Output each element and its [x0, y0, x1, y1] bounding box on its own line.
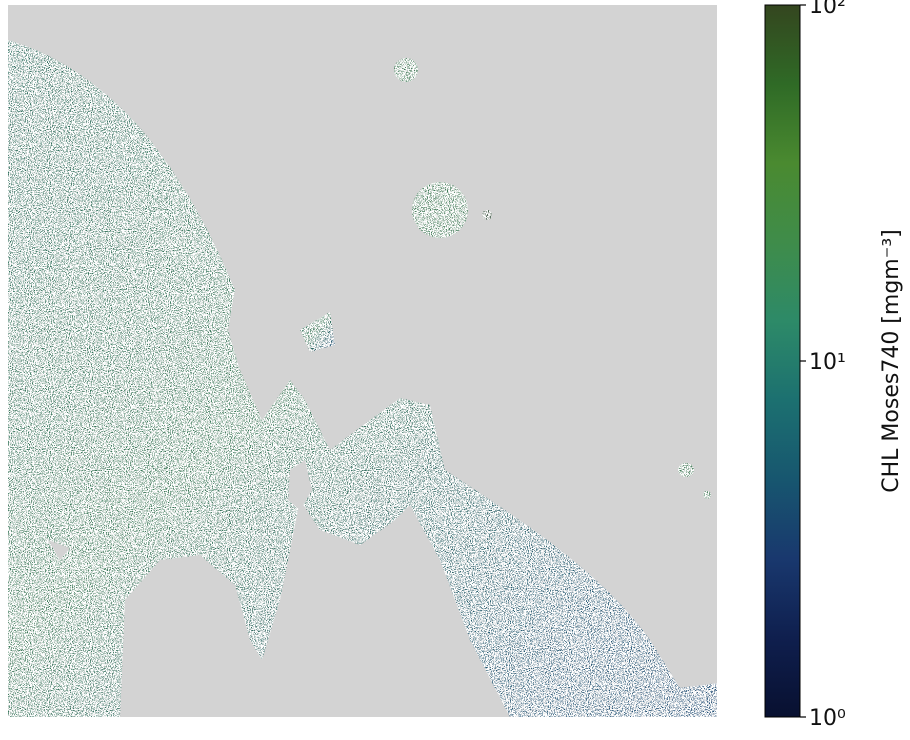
lake — [703, 491, 711, 499]
colorbar-label: CHL Moses740 [mgm⁻³] — [879, 229, 904, 492]
water-layer — [8, 40, 717, 717]
water — [8, 40, 717, 717]
water — [300, 312, 335, 352]
land-inlet — [48, 540, 70, 560]
lake — [678, 463, 694, 477]
land-inlet — [120, 500, 510, 717]
colorbar: 10⁰ 10¹ 10² CHL Moses740 [mgm⁻³] — [764, 0, 904, 731]
land-inlet — [288, 460, 312, 510]
colorbar-tick-label: 10⁰ — [809, 706, 846, 731]
colorbar-tick-label: 10² — [809, 0, 846, 19]
colorbar-fill — [764, 4, 801, 718]
colorbar-tick-label: 10¹ — [809, 350, 846, 375]
lake — [482, 210, 492, 220]
lake — [394, 58, 418, 82]
lake — [412, 182, 468, 238]
